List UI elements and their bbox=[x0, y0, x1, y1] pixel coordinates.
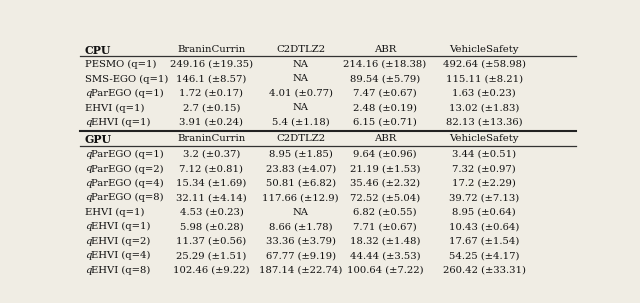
Text: 17.2 (±2.29): 17.2 (±2.29) bbox=[452, 179, 516, 188]
Text: BraninCurrin: BraninCurrin bbox=[177, 135, 246, 144]
Text: NA: NA bbox=[292, 75, 308, 83]
Text: 10.43 (±0.64): 10.43 (±0.64) bbox=[449, 222, 520, 231]
Text: 18.32 (±1.48): 18.32 (±1.48) bbox=[350, 237, 420, 246]
Text: 2.7 (±0.15): 2.7 (±0.15) bbox=[182, 103, 240, 112]
Text: 7.47 (±0.67): 7.47 (±0.67) bbox=[353, 89, 417, 98]
Text: EHVI (q=4): EHVI (q=4) bbox=[92, 251, 151, 260]
Text: 214.16 (±18.38): 214.16 (±18.38) bbox=[344, 60, 427, 69]
Text: 100.64 (±7.22): 100.64 (±7.22) bbox=[347, 266, 423, 275]
Text: NA: NA bbox=[292, 208, 308, 217]
Text: q: q bbox=[85, 150, 92, 159]
Text: SMS-EGO (q=1): SMS-EGO (q=1) bbox=[85, 75, 168, 84]
Text: ABR: ABR bbox=[374, 45, 396, 54]
Text: q: q bbox=[85, 118, 92, 127]
Text: 54.25 (±4.17): 54.25 (±4.17) bbox=[449, 251, 520, 260]
Text: 82.13 (±13.36): 82.13 (±13.36) bbox=[446, 118, 522, 127]
Text: 7.12 (±0.81): 7.12 (±0.81) bbox=[179, 165, 243, 173]
Text: 7.71 (±0.67): 7.71 (±0.67) bbox=[353, 222, 417, 231]
Text: ParEGO (q=2): ParEGO (q=2) bbox=[92, 165, 164, 174]
Text: 1.72 (±0.17): 1.72 (±0.17) bbox=[179, 89, 243, 98]
Text: 67.77 (±9.19): 67.77 (±9.19) bbox=[266, 251, 336, 260]
Text: 17.67 (±1.54): 17.67 (±1.54) bbox=[449, 237, 520, 246]
Text: 146.1 (±8.57): 146.1 (±8.57) bbox=[176, 75, 246, 83]
Text: q: q bbox=[85, 89, 92, 98]
Text: 8.95 (±0.64): 8.95 (±0.64) bbox=[452, 208, 516, 217]
Text: 8.66 (±1.78): 8.66 (±1.78) bbox=[269, 222, 333, 231]
Text: q: q bbox=[85, 237, 92, 246]
Text: q: q bbox=[85, 179, 92, 188]
Text: NA: NA bbox=[292, 60, 308, 69]
Text: 72.52 (±5.04): 72.52 (±5.04) bbox=[350, 193, 420, 202]
Text: 3.2 (±0.37): 3.2 (±0.37) bbox=[183, 150, 240, 159]
Text: q: q bbox=[85, 266, 92, 275]
Text: VehicleSafety: VehicleSafety bbox=[449, 135, 519, 144]
Text: 5.98 (±0.28): 5.98 (±0.28) bbox=[180, 222, 243, 231]
Text: EHVI (q=8): EHVI (q=8) bbox=[92, 266, 151, 275]
Text: 6.15 (±0.71): 6.15 (±0.71) bbox=[353, 118, 417, 127]
Text: 7.32 (±0.97): 7.32 (±0.97) bbox=[452, 165, 516, 173]
Text: 50.81 (±6.82): 50.81 (±6.82) bbox=[266, 179, 336, 188]
Text: 2.48 (±0.19): 2.48 (±0.19) bbox=[353, 103, 417, 112]
Text: 44.44 (±3.53): 44.44 (±3.53) bbox=[349, 251, 420, 260]
Text: 4.53 (±0.23): 4.53 (±0.23) bbox=[179, 208, 243, 217]
Text: 9.64 (±0.96): 9.64 (±0.96) bbox=[353, 150, 417, 159]
Text: PESMO (q=1): PESMO (q=1) bbox=[85, 60, 156, 69]
Text: 21.19 (±1.53): 21.19 (±1.53) bbox=[350, 165, 420, 173]
Text: q: q bbox=[85, 193, 92, 202]
Text: 8.95 (±1.85): 8.95 (±1.85) bbox=[269, 150, 333, 159]
Text: 492.64 (±58.98): 492.64 (±58.98) bbox=[443, 60, 525, 69]
Text: ParEGO (q=4): ParEGO (q=4) bbox=[92, 179, 164, 188]
Text: 4.01 (±0.77): 4.01 (±0.77) bbox=[269, 89, 333, 98]
Text: 5.4 (±1.18): 5.4 (±1.18) bbox=[272, 118, 330, 127]
Text: 13.02 (±1.83): 13.02 (±1.83) bbox=[449, 103, 520, 112]
Text: 3.91 (±0.24): 3.91 (±0.24) bbox=[179, 118, 243, 127]
Text: 115.11 (±8.21): 115.11 (±8.21) bbox=[445, 75, 523, 83]
Text: 117.66 (±12.9): 117.66 (±12.9) bbox=[262, 193, 339, 202]
Text: ABR: ABR bbox=[374, 135, 396, 144]
Text: EHVI (q=1): EHVI (q=1) bbox=[85, 208, 145, 217]
Text: 32.11 (±4.14): 32.11 (±4.14) bbox=[176, 193, 247, 202]
Text: 25.29 (±1.51): 25.29 (±1.51) bbox=[176, 251, 246, 260]
Text: 33.36 (±3.79): 33.36 (±3.79) bbox=[266, 237, 336, 246]
Text: C2DTLZ2: C2DTLZ2 bbox=[276, 45, 325, 54]
Text: NA: NA bbox=[292, 103, 308, 112]
Text: 1.63 (±0.23): 1.63 (±0.23) bbox=[452, 89, 516, 98]
Text: 39.72 (±7.13): 39.72 (±7.13) bbox=[449, 193, 520, 202]
Text: ParEGO (q=8): ParEGO (q=8) bbox=[92, 193, 164, 202]
Text: q: q bbox=[85, 165, 92, 173]
Text: q: q bbox=[85, 251, 92, 260]
Text: VehicleSafety: VehicleSafety bbox=[449, 45, 519, 54]
Text: 249.16 (±19.35): 249.16 (±19.35) bbox=[170, 60, 253, 69]
Text: q: q bbox=[85, 222, 92, 231]
Text: EHVI (q=1): EHVI (q=1) bbox=[92, 118, 151, 127]
Text: GPU: GPU bbox=[85, 135, 112, 145]
Text: 89.54 (±5.79): 89.54 (±5.79) bbox=[350, 75, 420, 83]
Text: 35.46 (±2.32): 35.46 (±2.32) bbox=[350, 179, 420, 188]
Text: BraninCurrin: BraninCurrin bbox=[177, 45, 246, 54]
Text: ParEGO (q=1): ParEGO (q=1) bbox=[92, 150, 164, 159]
Text: 3.44 (±0.51): 3.44 (±0.51) bbox=[452, 150, 516, 159]
Text: 15.34 (±1.69): 15.34 (±1.69) bbox=[176, 179, 246, 188]
Text: EHVI (q=2): EHVI (q=2) bbox=[92, 237, 151, 246]
Text: C2DTLZ2: C2DTLZ2 bbox=[276, 135, 325, 144]
Text: ParEGO (q=1): ParEGO (q=1) bbox=[92, 89, 164, 98]
Text: EHVI (q=1): EHVI (q=1) bbox=[92, 222, 151, 231]
Text: 102.46 (±9.22): 102.46 (±9.22) bbox=[173, 266, 250, 275]
Text: 23.83 (±4.07): 23.83 (±4.07) bbox=[266, 165, 336, 173]
Text: 6.82 (±0.55): 6.82 (±0.55) bbox=[353, 208, 417, 217]
Text: 187.14 (±22.74): 187.14 (±22.74) bbox=[259, 266, 342, 275]
Text: EHVI (q=1): EHVI (q=1) bbox=[85, 103, 145, 112]
Text: 260.42 (±33.31): 260.42 (±33.31) bbox=[443, 266, 525, 275]
Text: CPU: CPU bbox=[85, 45, 111, 55]
Text: 11.37 (±0.56): 11.37 (±0.56) bbox=[176, 237, 246, 246]
